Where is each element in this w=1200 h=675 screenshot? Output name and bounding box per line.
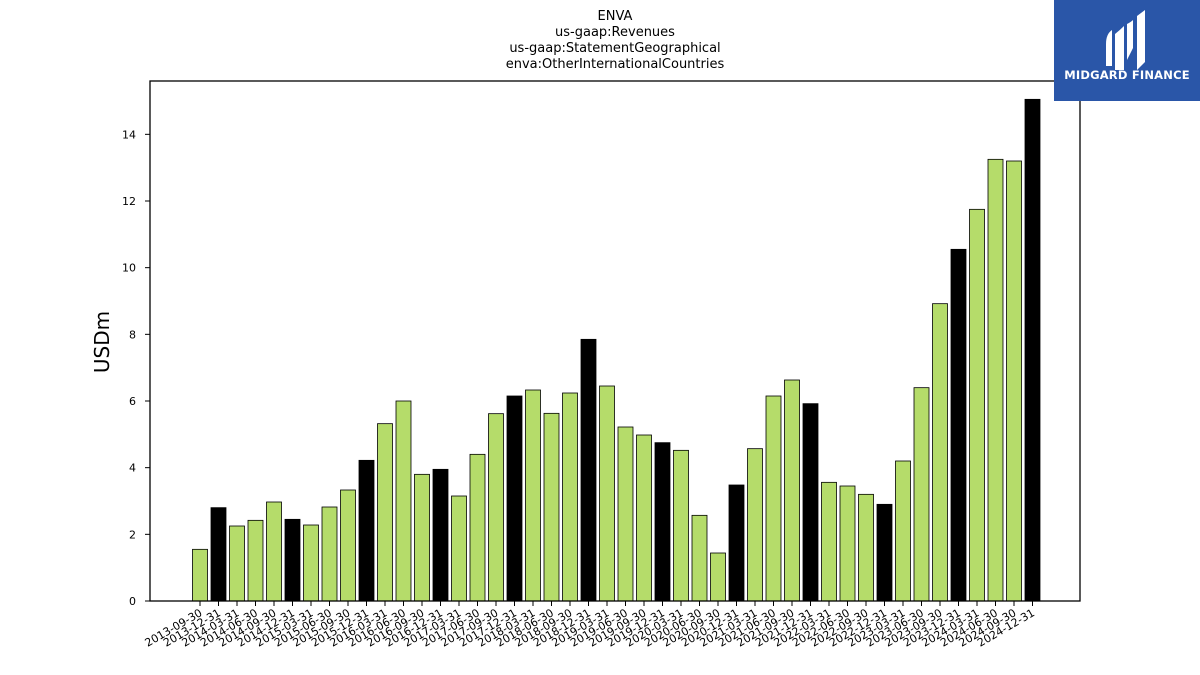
y-axis-ticks: 0 2 4 6 8 10 12 14 xyxy=(122,128,150,608)
x-axis-ticks: 2013-09-302013-12-312014-03-312014-06-30… xyxy=(143,601,1037,650)
bar-2021-03-31 xyxy=(747,448,763,602)
bar-2016-03-31 xyxy=(377,423,393,602)
y-tick-label: 10 xyxy=(122,262,136,275)
bar-2017-06-30 xyxy=(469,453,486,602)
y-tick-label: 0 xyxy=(129,595,136,608)
y-tick-label: 12 xyxy=(122,195,136,208)
bar-2017-09-30 xyxy=(488,413,504,602)
bar-2015-03-31 xyxy=(303,524,319,602)
plot-frame xyxy=(149,80,1081,602)
bar-2017-12-31 xyxy=(506,395,523,602)
bar-2023-12-31 xyxy=(950,248,967,602)
bar-2017-03-31 xyxy=(451,495,467,602)
bar-2016-12-31 xyxy=(432,468,449,602)
title-line-1: ENVA xyxy=(598,9,633,24)
bar-2023-09-30 xyxy=(932,303,948,602)
title-line-2: us-gaap:Revenues xyxy=(555,25,675,40)
bar-2016-09-30 xyxy=(414,473,430,602)
bar-2020-09-30 xyxy=(710,552,726,602)
bar-2023-06-30 xyxy=(913,387,930,602)
bar-2013-12-31 xyxy=(210,507,227,602)
bar-2021-09-30 xyxy=(784,379,800,602)
bar-2015-12-31 xyxy=(358,459,375,602)
bar-2015-06-30 xyxy=(321,506,338,602)
bar-2020-12-31 xyxy=(728,484,745,602)
bar-2021-06-30 xyxy=(765,395,782,602)
bar-2021-12-31 xyxy=(802,403,819,602)
bar-2014-09-30 xyxy=(266,501,282,602)
bar-2018-12-31 xyxy=(580,338,597,602)
bar-2024-03-31 xyxy=(969,208,985,602)
y-tick-label: 4 xyxy=(129,462,136,475)
bar-2020-03-31 xyxy=(673,449,689,602)
bar-2019-12-31 xyxy=(654,442,671,602)
bar-2024-06-30 xyxy=(987,158,1004,602)
bar-2022-03-31 xyxy=(821,481,837,602)
y-tick-label: 8 xyxy=(129,328,136,341)
bar-2019-03-31 xyxy=(599,385,615,602)
bar-2018-06-30 xyxy=(543,412,560,602)
y-tick-label: 6 xyxy=(129,395,136,408)
bar-2019-06-30 xyxy=(617,426,634,602)
brand-logo: MIDGARD FINANCE xyxy=(1054,0,1200,101)
bar-2024-12-31 xyxy=(1024,98,1041,602)
bar-2018-03-31 xyxy=(525,389,541,602)
logo-text: MIDGARD FINANCE xyxy=(1064,68,1190,82)
bars-group xyxy=(192,98,1041,602)
chart-title: ENVA us-gaap:Revenues us-gaap:StatementG… xyxy=(506,9,725,72)
bar-2022-09-30 xyxy=(858,493,874,602)
bar-2020-06-30 xyxy=(691,514,708,602)
bar-2014-06-30 xyxy=(247,519,264,602)
bar-2023-03-31 xyxy=(895,460,911,602)
bar-2013-09-30 xyxy=(192,548,208,602)
y-tick-label: 14 xyxy=(122,128,136,141)
bar-2016-06-30 xyxy=(395,400,412,602)
bar-2015-09-30 xyxy=(340,489,356,602)
bar-2022-06-30 xyxy=(839,485,856,602)
bar-2024-09-30 xyxy=(1006,160,1022,602)
bar-2014-03-31 xyxy=(229,525,245,602)
bar-2018-09-30 xyxy=(562,392,578,602)
midgard-logo-icon xyxy=(1106,10,1145,70)
bar-2019-09-30 xyxy=(636,434,652,602)
bar-2014-12-31 xyxy=(284,518,301,602)
title-line-3: us-gaap:StatementGeographical xyxy=(509,41,720,56)
bar-2022-12-31 xyxy=(876,503,893,602)
title-line-4: enva:OtherInternationalCountries xyxy=(506,57,725,72)
y-tick-label: 2 xyxy=(129,528,136,541)
y-axis-label: USDm xyxy=(90,311,114,373)
